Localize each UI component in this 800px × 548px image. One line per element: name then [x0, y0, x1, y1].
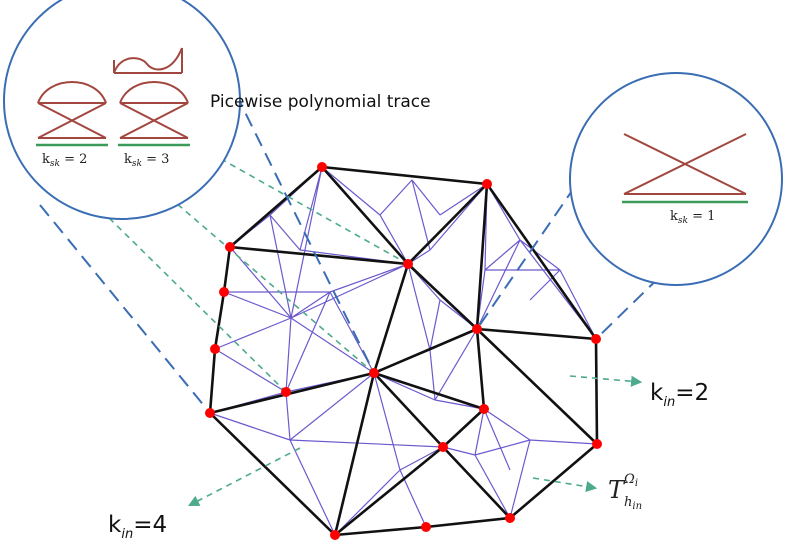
k-in-4-label: kin=4 [108, 512, 167, 542]
vertex [225, 242, 235, 252]
vertex [479, 404, 489, 414]
vertex [369, 368, 379, 378]
ksk1-label: ksk = 1 [670, 209, 715, 226]
vertex [482, 179, 492, 189]
basis-functions-k3 [113, 47, 189, 139]
left-callout-circle [3, 0, 241, 220]
vertex [421, 522, 431, 532]
vertex [472, 324, 482, 334]
ksk3-label: ksk = 3 [124, 152, 169, 169]
right-callout: ksk = 1 [569, 72, 783, 286]
vertex [592, 439, 602, 449]
callout-dash-lines [39, 93, 676, 414]
vertex [281, 387, 291, 397]
k-in-2-label: kin=2 [650, 380, 709, 410]
basis-functions-k1 [623, 133, 747, 195]
vertex [317, 162, 327, 172]
mesh-symbol-label: ThinΩi [608, 472, 642, 512]
vertex [591, 334, 601, 344]
vertex [403, 259, 413, 269]
vertex [210, 344, 220, 354]
right-callout-circle [569, 72, 783, 286]
vertex [505, 513, 515, 523]
vertex [438, 442, 448, 452]
ksk2-label: ksk = 2 [42, 152, 87, 169]
basis-functions-k2 [37, 81, 107, 139]
coarse-mesh-edges [208, 165, 599, 537]
vertex [205, 408, 215, 418]
vertex [219, 287, 229, 297]
vertex [330, 530, 340, 540]
left-callout: ksk = 2 ksk = 3 [3, 0, 241, 220]
trace-title: Picewise polynomial trace [210, 92, 431, 112]
mesh-vertices [205, 162, 602, 540]
